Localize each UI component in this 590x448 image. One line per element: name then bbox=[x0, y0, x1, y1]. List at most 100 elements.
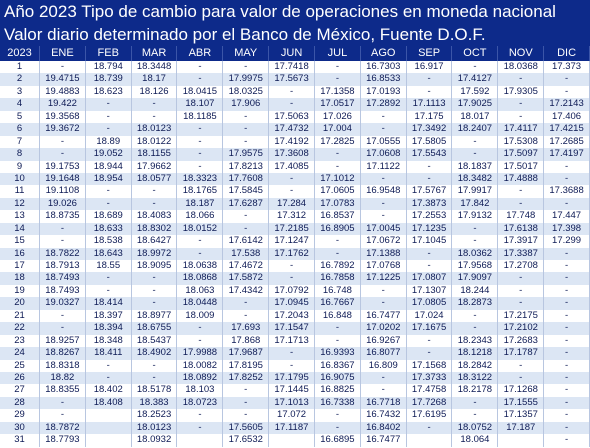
rate-cell: 16.8537 bbox=[315, 210, 361, 223]
rate-cell: 16.7858 bbox=[314, 272, 361, 285]
rate-cell: 17.1045 bbox=[407, 235, 453, 248]
rate-cell: 17.1762 bbox=[269, 247, 315, 260]
rate-cell: 18.633 bbox=[85, 222, 132, 236]
rate-cell: 17.1235 bbox=[406, 222, 453, 236]
rate-cell: 17.8213 bbox=[223, 160, 270, 173]
rate-cell: 18.2523 bbox=[132, 409, 178, 422]
rate-cell: 17.6287 bbox=[223, 197, 270, 211]
rate-cell: 18.2407 bbox=[452, 123, 499, 136]
rate-cell: 17.1122 bbox=[361, 160, 407, 173]
title: Año 2023 Tipo de cambio para valor de op… bbox=[0, 0, 590, 23]
rate-cell: - bbox=[223, 384, 270, 397]
rate-cell: 16.8402 bbox=[360, 421, 407, 435]
column-header: JUN bbox=[269, 46, 315, 61]
rate-cell: - bbox=[177, 409, 224, 422]
rate-cell: 18.9095 bbox=[132, 260, 178, 273]
rate-cell: - bbox=[360, 371, 407, 385]
day-cell: 14 bbox=[0, 222, 40, 236]
column-header: AGO bbox=[360, 46, 407, 61]
rate-cell: 18.55 bbox=[86, 260, 132, 273]
rate-cell: - bbox=[86, 284, 132, 298]
rate-cell: - bbox=[177, 160, 224, 173]
rate-cell: - bbox=[86, 185, 132, 198]
rate-cell: - bbox=[85, 371, 132, 385]
rate-cell: - bbox=[360, 123, 407, 136]
rate-cell: 16.7892 bbox=[315, 260, 361, 273]
rate-cell: 16.9548 bbox=[361, 185, 407, 198]
rate-cell: - bbox=[223, 123, 270, 136]
rate-cell: 17.6532 bbox=[223, 434, 270, 447]
rate-cell bbox=[86, 409, 132, 422]
rate-cell: 18.954 bbox=[85, 172, 132, 186]
rate-cell: - bbox=[132, 359, 178, 372]
rate-cell: 17.1795 bbox=[269, 371, 315, 385]
rate-cell: 17.1012 bbox=[314, 172, 361, 186]
rate-cell: 17.0792 bbox=[269, 284, 315, 298]
rate-cell: 17.9132 bbox=[452, 210, 499, 223]
column-header: FEB bbox=[85, 46, 132, 61]
rate-cell: 17.7268 bbox=[406, 396, 453, 410]
rate-cell: 18.739 bbox=[85, 73, 132, 86]
rate-cell: 17.5673 bbox=[269, 73, 315, 86]
rate-cell: 17.9917 bbox=[452, 185, 499, 198]
rate-cell: 19.026 bbox=[40, 197, 86, 211]
rate-cell: 19.4883 bbox=[40, 85, 86, 99]
rate-cell: 18.6755 bbox=[131, 322, 178, 335]
rate-cell: - bbox=[315, 160, 361, 173]
rate-cell: - bbox=[314, 148, 361, 161]
rate-cell: 18.944 bbox=[86, 160, 132, 173]
rate-cell: 17.1547 bbox=[269, 322, 315, 335]
rate-cell: - bbox=[40, 61, 86, 74]
day-cell: 21 bbox=[0, 309, 40, 323]
rate-cell: 17.0605 bbox=[315, 185, 361, 198]
rate-cell: - bbox=[223, 297, 270, 310]
rate-cell: - bbox=[177, 322, 224, 335]
rate-cell: 18.82 bbox=[40, 371, 86, 385]
rate-cell: - bbox=[40, 409, 86, 422]
day-cell: 24 bbox=[0, 347, 40, 360]
day-cell: 25 bbox=[0, 359, 40, 372]
rate-cell: 18.7913 bbox=[40, 260, 86, 273]
rate-cell: 17.693 bbox=[223, 322, 270, 335]
rate-cell: 18.0752 bbox=[452, 421, 499, 435]
rate-cell: 18.1837 bbox=[452, 160, 499, 173]
rate-cell: 17.1358 bbox=[315, 85, 361, 99]
rate-cell: 18.8735 bbox=[40, 210, 86, 223]
rate-cell: 17.187 bbox=[498, 421, 545, 435]
rate-cell: 18.623 bbox=[86, 85, 132, 99]
rate-cell: 18.794 bbox=[86, 61, 132, 74]
rate-cell: 17.2143 bbox=[544, 98, 590, 111]
rate-cell: 17.2043 bbox=[269, 309, 315, 323]
rate-cell: 18.383 bbox=[131, 396, 178, 410]
rate-cell: 17.2825 bbox=[315, 135, 361, 149]
rate-cell: - bbox=[223, 61, 270, 74]
rate-cell: - bbox=[223, 309, 270, 323]
rate-cell: 17.8195 bbox=[223, 359, 270, 372]
rate-cell: 16.8077 bbox=[360, 347, 407, 360]
column-header: MAY bbox=[223, 46, 270, 61]
day-cell: 10 bbox=[0, 172, 40, 186]
rate-cell: - bbox=[40, 135, 86, 149]
rate-cell: 17.9305 bbox=[498, 85, 545, 99]
rate-cell: - bbox=[269, 272, 315, 285]
rate-cell: - bbox=[315, 235, 361, 248]
subtitle: Valor diario determinado por el Banco de… bbox=[0, 23, 590, 46]
rate-cell: - bbox=[223, 222, 270, 236]
rate-cell bbox=[269, 434, 315, 447]
rate-cell: 17.5063 bbox=[269, 110, 315, 124]
rate-cell: 17.0045 bbox=[360, 222, 407, 236]
rate-cell: 17.0608 bbox=[360, 148, 407, 161]
day-cell: 31 bbox=[0, 434, 40, 447]
rate-cell: 17.3733 bbox=[406, 371, 453, 385]
rate-cell: 18.1185 bbox=[177, 110, 224, 124]
rate-cell: 17.284 bbox=[269, 197, 315, 211]
rate-cell: 17.5605 bbox=[223, 421, 270, 435]
rate-cell: 18.7493 bbox=[40, 272, 86, 285]
rate-cell: 18.0932 bbox=[132, 434, 178, 447]
rate-cell: 18.408 bbox=[85, 396, 132, 410]
rate-cell: 17.406 bbox=[544, 110, 590, 124]
rate-cell: 18.2343 bbox=[452, 334, 499, 348]
rate-cell: 18.2842 bbox=[452, 359, 499, 372]
rate-cell: 17.5872 bbox=[223, 272, 270, 285]
rate-cell: 17.1268 bbox=[498, 384, 545, 397]
